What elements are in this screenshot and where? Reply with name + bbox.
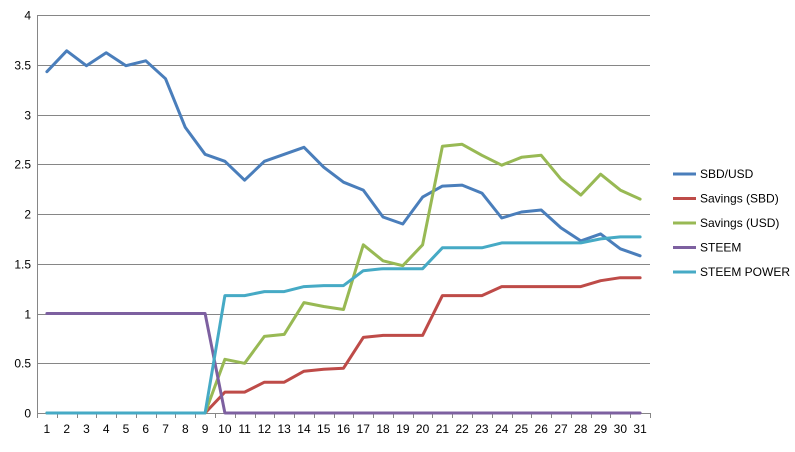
legend-label: SBD/USD bbox=[700, 167, 754, 181]
x-tick-label: 12 bbox=[258, 422, 272, 436]
x-tick-label: 21 bbox=[436, 422, 450, 436]
x-tick-label: 10 bbox=[218, 422, 232, 436]
series-line-steem bbox=[45, 312, 642, 415]
gridlines bbox=[37, 15, 650, 364]
x-tick-label: 22 bbox=[455, 422, 469, 436]
legend-label: STEEM bbox=[700, 241, 741, 255]
x-tick-label: 17 bbox=[357, 422, 371, 436]
x-tick-label: 13 bbox=[277, 422, 291, 436]
x-tick-label: 11 bbox=[238, 422, 251, 436]
x-tick-label: 14 bbox=[297, 422, 311, 436]
x-tick-label: 30 bbox=[614, 422, 628, 436]
x-tick-label: 5 bbox=[123, 422, 130, 436]
x-tick-label: 26 bbox=[535, 422, 549, 436]
y-tick-label: 1 bbox=[24, 308, 31, 322]
x-tick-label: 6 bbox=[142, 422, 149, 436]
x-tick-label: 19 bbox=[396, 422, 410, 436]
x-tick-label: 1 bbox=[44, 422, 51, 436]
x-tick-label: 29 bbox=[594, 422, 608, 436]
legend: SBD/USD Savings (SBD) Savings (USD) STEEM ST… bbox=[673, 167, 790, 279]
y-tick-label: 2 bbox=[24, 208, 31, 222]
y-tick-label: 3.5 bbox=[14, 59, 31, 73]
series-lines bbox=[45, 49, 642, 415]
x-tick-label: 31 bbox=[633, 422, 647, 436]
x-tick-label: 28 bbox=[574, 422, 588, 436]
x-tick-label: 8 bbox=[182, 422, 189, 436]
y-tick-label: 1.5 bbox=[14, 258, 31, 272]
series-line-savings-sbd bbox=[45, 276, 642, 415]
series-line-savings-usd bbox=[45, 142, 642, 415]
x-tick-label: 3 bbox=[83, 422, 90, 436]
x-tick-label: 9 bbox=[202, 422, 209, 436]
x-tick-label: 23 bbox=[475, 422, 489, 436]
legend-label: Savings (USD) bbox=[700, 216, 779, 230]
x-tick-label: 2 bbox=[63, 422, 70, 436]
legend-label: Savings (SBD) bbox=[700, 192, 779, 206]
y-tick-label: 4 bbox=[24, 9, 31, 23]
x-tick-label: 15 bbox=[317, 422, 331, 436]
x-tick-label: 27 bbox=[554, 422, 568, 436]
series-line-sbd-usd bbox=[45, 49, 642, 258]
y-tick-label: 0 bbox=[24, 407, 31, 421]
y-tick-label: 2.5 bbox=[14, 158, 31, 172]
x-tick-label: 16 bbox=[337, 422, 351, 436]
series-line-steem-power bbox=[45, 235, 642, 415]
x-tick-label: 18 bbox=[376, 422, 390, 436]
x-tick-label: 7 bbox=[162, 422, 169, 436]
x-tick-label: 24 bbox=[495, 422, 509, 436]
x-tick-label: 4 bbox=[103, 422, 110, 436]
legend-label: STEEM POWER bbox=[700, 265, 790, 279]
x-tick-label: 25 bbox=[515, 422, 529, 436]
x-tick-label: 20 bbox=[416, 422, 430, 436]
y-tick-label: 0.5 bbox=[14, 357, 31, 371]
y-tick-label: 3 bbox=[24, 109, 31, 123]
